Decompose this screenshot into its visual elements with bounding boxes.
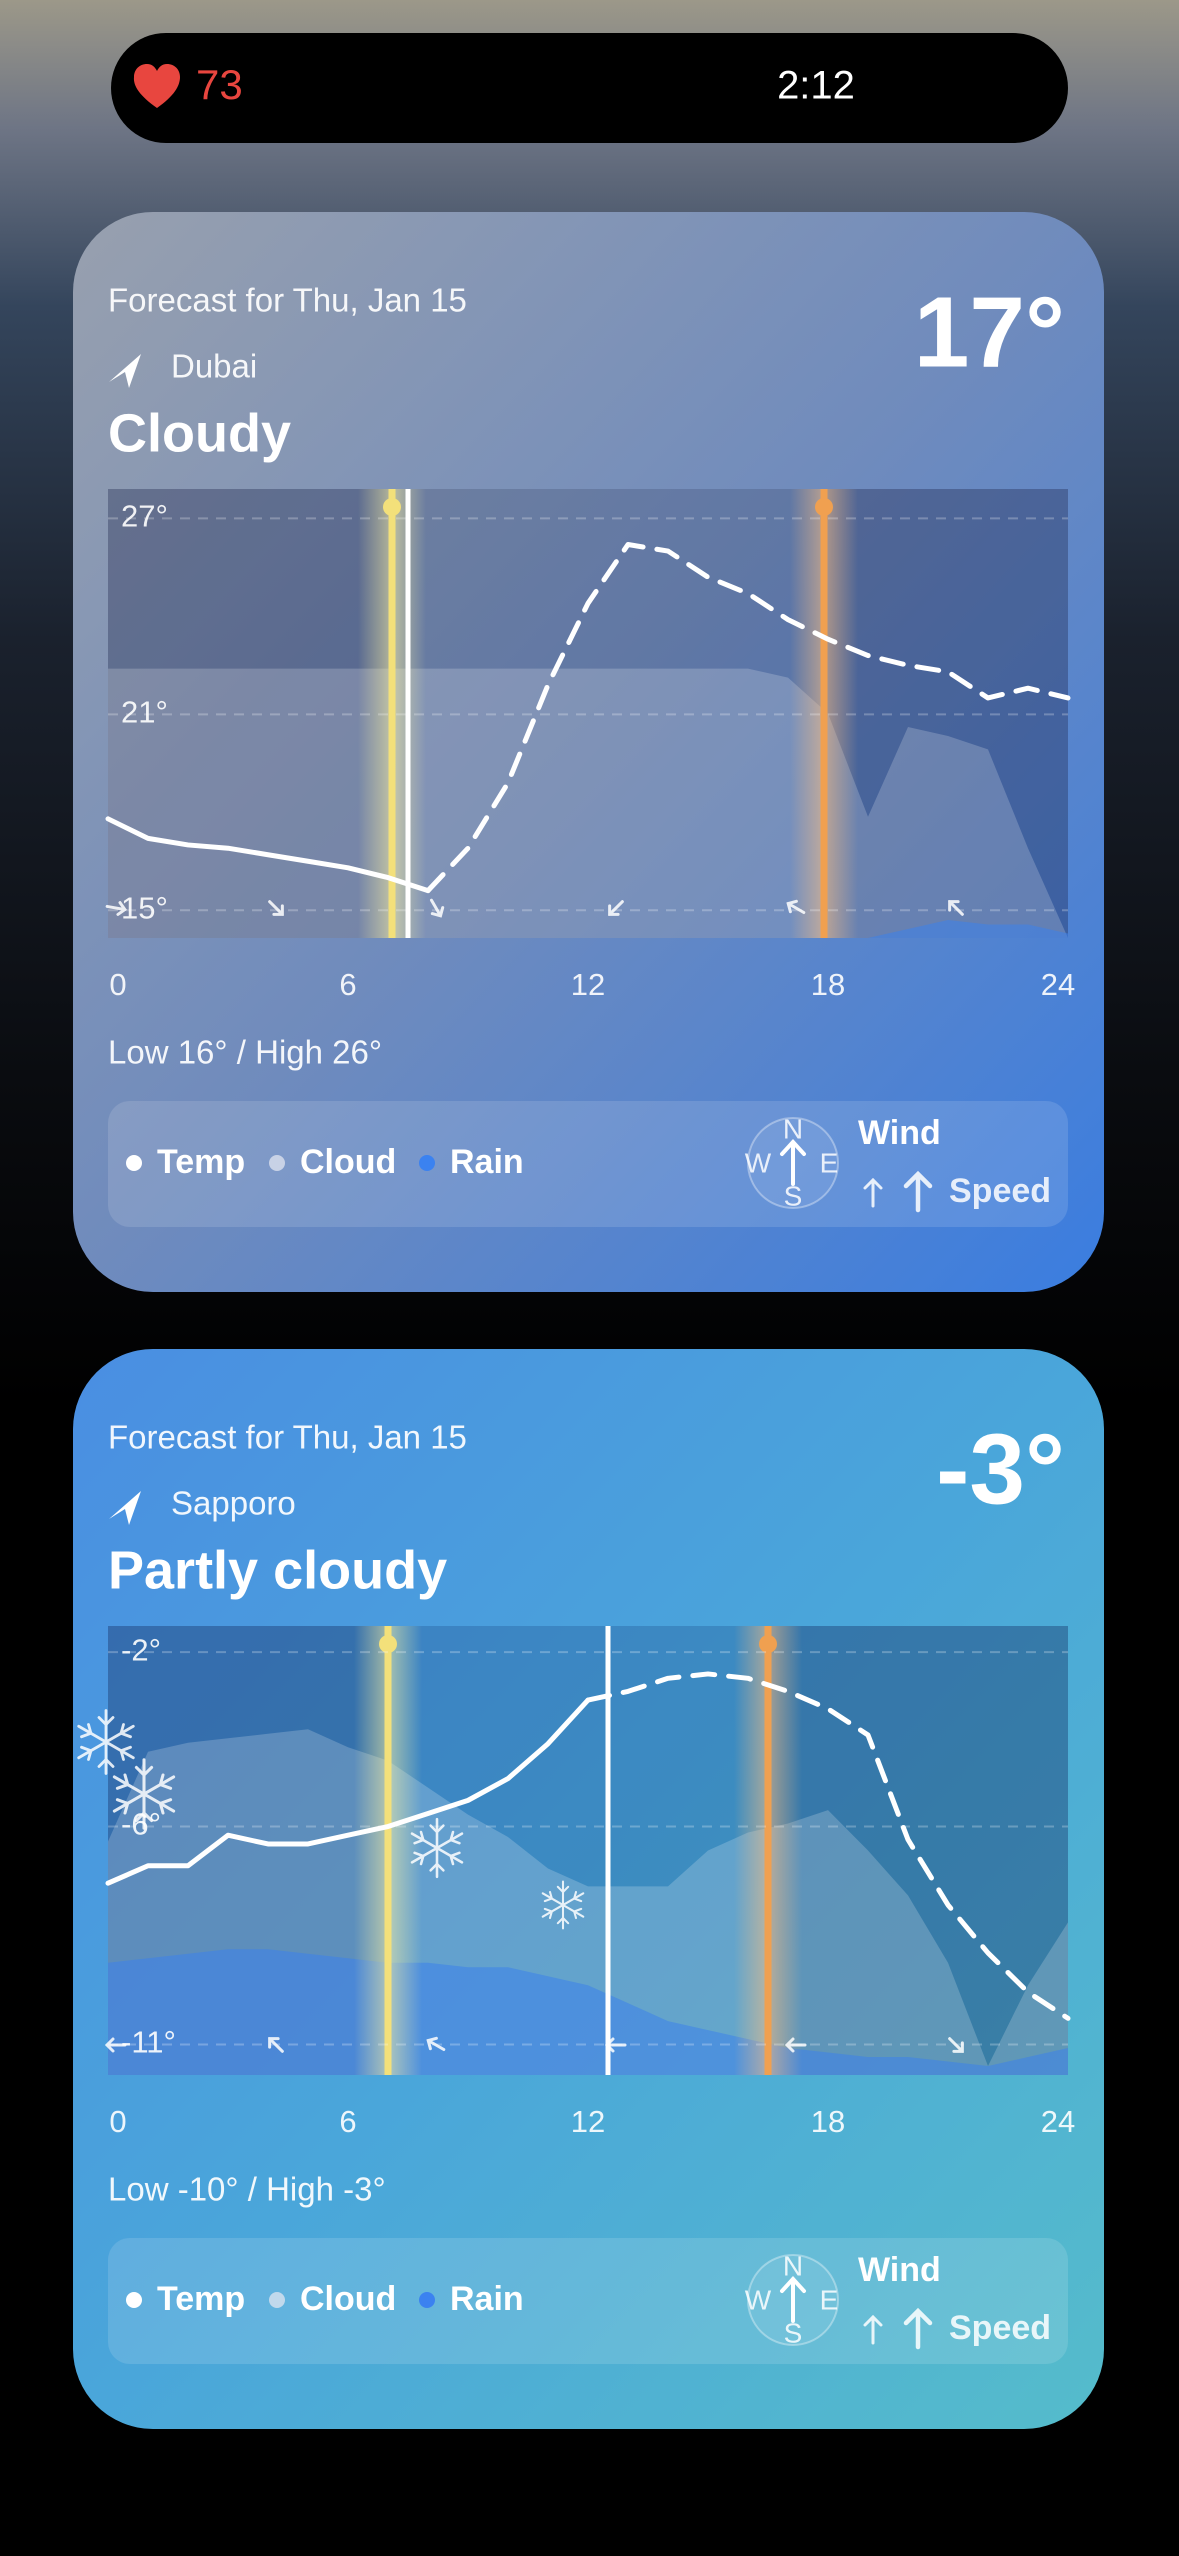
x-tick-label: 0: [109, 2104, 126, 2139]
wind-arrow: [105, 901, 127, 916]
wind-arrow: [268, 900, 284, 916]
night-shade: [108, 489, 392, 938]
rain-area: [108, 1949, 1068, 2075]
condition: Cloudy: [108, 403, 291, 463]
plot-background: [108, 489, 1068, 938]
wind-arrow: [604, 2037, 627, 2053]
condition: Partly cloudy: [108, 1540, 447, 1600]
location: Sapporo: [171, 1485, 296, 1522]
status-pill: [111, 33, 1068, 143]
legend-dot: [126, 1155, 142, 1171]
weather-widget[interactable]: Forecast for Thu, Jan 15 Dubai 17° Cloudy 27…: [73, 212, 1104, 1292]
wind-arrow: [608, 900, 624, 916]
weather-widget[interactable]: Forecast for Thu, Jan 15 Sapporo -3° Partly…: [73, 1349, 1104, 2429]
y-tick-label: -6°: [121, 1807, 161, 1842]
wind-arrow: [430, 898, 445, 918]
temperature-forecast-line: [585, 1671, 1071, 2021]
rain-area: [108, 920, 1068, 938]
widget-background: [73, 1349, 1104, 2429]
legend-dot: [269, 2292, 285, 2308]
legend-cloud: Cloud: [300, 1143, 396, 1181]
sunrise-marker: [379, 1635, 397, 1653]
speed-arrow-small: [863, 1177, 883, 1208]
wind-arrow: [268, 2037, 284, 2053]
compass-w: W: [745, 2284, 772, 2315]
location: Dubai: [171, 348, 257, 385]
legend-cloud: Cloud: [300, 2280, 396, 2318]
legend-rain: Rain: [450, 2280, 524, 2318]
temperature-forecast-line: [425, 542, 1071, 894]
temperature-line: [105, 1697, 591, 1886]
y-tick-label: 27°: [121, 499, 168, 534]
legend-wind: Wind: [858, 1114, 941, 1152]
y-tick-label: 21°: [121, 695, 168, 730]
legend-speed: Speed: [949, 1172, 1051, 1210]
legend-dot: [269, 1155, 285, 1171]
compass-s: S: [784, 1180, 803, 1211]
legend-box: [108, 2238, 1068, 2364]
legend-temp: Temp: [157, 2280, 245, 2318]
legend-temp: Temp: [157, 1143, 245, 1181]
heart-icon: [133, 64, 180, 108]
compass-w: W: [745, 1147, 772, 1178]
compass-arrow: [780, 2276, 806, 2323]
wind-arrow: [948, 900, 964, 916]
wind-arrow: [786, 899, 806, 914]
speed-arrow-large: [903, 1170, 933, 1213]
current-temperature: -3°: [936, 1413, 1065, 1525]
sunset-marker: [815, 498, 833, 516]
y-tick-label: 15°: [121, 890, 168, 925]
x-tick-label: 6: [339, 967, 356, 1002]
heart-rate: 73: [196, 61, 243, 108]
current-temperature: 17°: [914, 276, 1065, 388]
compass-s: S: [784, 2317, 803, 2348]
x-tick-label: 12: [571, 967, 605, 1002]
speed-arrow-large: [903, 2307, 933, 2350]
forecast-date: Forecast for Thu, Jan 15: [108, 282, 467, 319]
legend-dot: [419, 2292, 435, 2308]
legend-rain: Rain: [450, 1143, 524, 1181]
legend-box: [108, 1101, 1068, 1227]
x-tick-label: 24: [1041, 967, 1075, 1002]
sunset-marker: [759, 1635, 777, 1653]
temperature-line: [105, 816, 431, 894]
forecast-date: Forecast for Thu, Jan 15: [108, 1419, 467, 1456]
x-tick-label: 0: [109, 967, 126, 1002]
clock: 2:12: [777, 64, 855, 108]
compass-e: E: [820, 2284, 839, 2315]
y-tick-label: -11°: [121, 2025, 176, 2060]
compass-n: N: [783, 2250, 803, 2281]
sunrise-marker: [383, 498, 401, 516]
x-tick-label: 12: [571, 2104, 605, 2139]
legend-wind: Wind: [858, 2251, 941, 2289]
widget-background: [73, 212, 1104, 1292]
low-high: Low -10° / High -3°: [108, 2171, 386, 2208]
low-high: Low 16° / High 26°: [108, 1034, 382, 1071]
night-shade: [824, 489, 1068, 938]
wind-arrow: [426, 2036, 446, 2051]
wind-arrow: [948, 2037, 964, 2053]
x-tick-label: 18: [811, 2104, 845, 2139]
legend-dot: [126, 2292, 142, 2308]
wind-arrow: [104, 2037, 127, 2053]
legend-dot: [419, 1155, 435, 1171]
y-tick-label: -2°: [121, 1632, 161, 1667]
compass-e: E: [820, 1147, 839, 1178]
x-tick-label: 24: [1041, 2104, 1075, 2139]
x-tick-label: 6: [339, 2104, 356, 2139]
compass-n: N: [783, 1113, 803, 1144]
location-icon: [109, 354, 141, 388]
location-icon: [109, 1491, 141, 1525]
compass-arrow: [780, 1139, 806, 1186]
night-shade: [768, 1626, 1068, 2075]
x-tick-label: 18: [811, 967, 845, 1002]
legend-speed: Speed: [949, 2309, 1051, 2347]
wind-arrow: [784, 2037, 807, 2053]
speed-arrow-small: [863, 2314, 883, 2345]
